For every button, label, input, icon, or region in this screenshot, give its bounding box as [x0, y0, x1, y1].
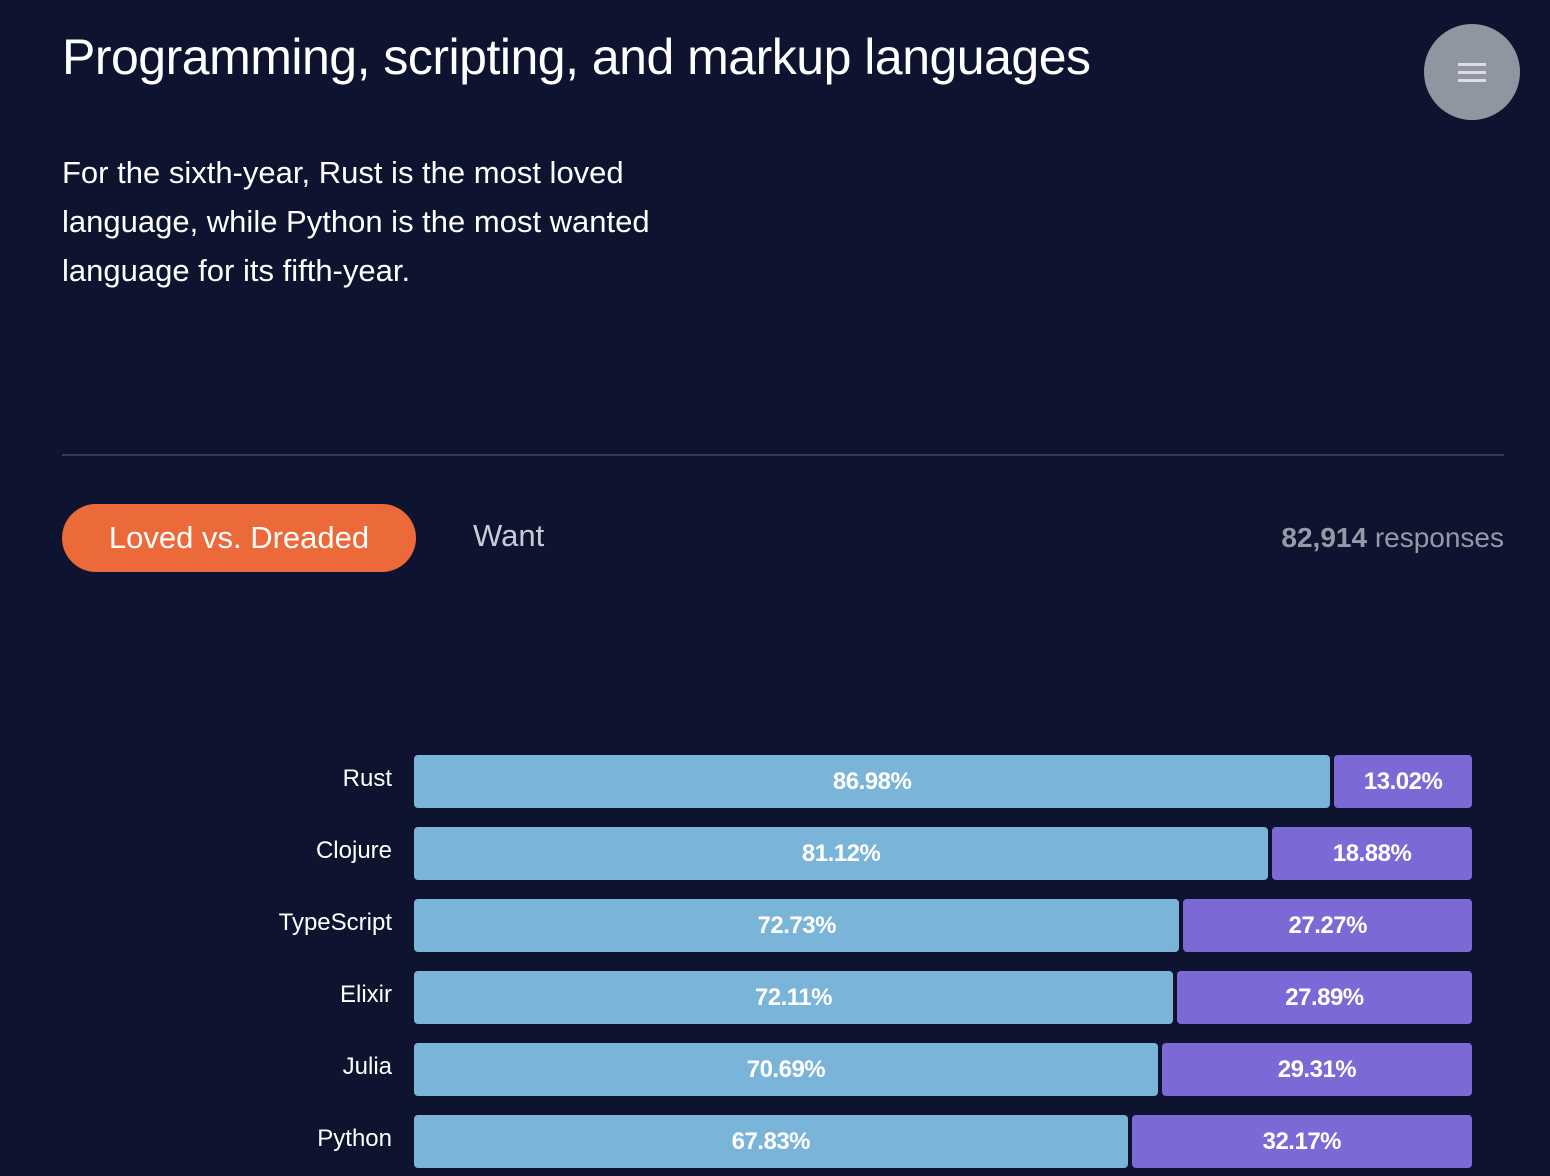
- page-title: Programming, scripting, and markup langu…: [62, 29, 1091, 85]
- bar-dreaded[interactable]: 18.88%: [1272, 827, 1472, 880]
- description: For the sixth-year, Rust is the most lov…: [62, 155, 650, 288]
- tab-loved-vs-dreaded[interactable]: Loved vs. Dreaded: [62, 504, 416, 572]
- chart-row: Python 67.83% 32.17%: [0, 1115, 1550, 1168]
- bar-loved[interactable]: 72.11%: [414, 971, 1173, 1024]
- chart-row: TypeScript 72.73% 27.27%: [0, 899, 1550, 952]
- bar-dreaded[interactable]: 29.31%: [1161, 1043, 1472, 1096]
- response-count: 82,914 responses: [1281, 522, 1504, 554]
- response-label: responses: [1374, 522, 1504, 553]
- category-label: Clojure: [315, 837, 392, 864]
- chart-row: Clojure 81.12% 18.88%: [0, 827, 1550, 880]
- response-number: 82,914: [1281, 522, 1368, 553]
- bar-loved[interactable]: 72.73%: [414, 899, 1180, 952]
- bar-loved[interactable]: 86.98%: [414, 755, 1331, 808]
- chart-row: Julia 70.69% 29.31%: [0, 1043, 1550, 1096]
- category-label: Python: [317, 1125, 392, 1152]
- chart-row: Rust 86.98% 13.02%: [0, 755, 1550, 808]
- bar-loved[interactable]: 70.69%: [414, 1043, 1158, 1096]
- bar-loved[interactable]: 67.83%: [414, 1115, 1128, 1168]
- category-label: Julia: [342, 1053, 392, 1080]
- bar-dreaded[interactable]: 27.27%: [1183, 899, 1472, 952]
- divider: [62, 454, 1504, 456]
- menu-button[interactable]: [1424, 24, 1520, 120]
- tab-want[interactable]: Want: [473, 518, 545, 553]
- bar-dreaded[interactable]: 13.02%: [1334, 755, 1472, 808]
- bar-loved[interactable]: 81.12%: [414, 827, 1269, 880]
- hamburger-menu-icon: [1458, 58, 1486, 87]
- category-label: TypeScript: [278, 909, 392, 936]
- chart-row: Elixir 72.11% 27.89%: [0, 971, 1550, 1024]
- category-label: Rust: [342, 765, 392, 792]
- bar-dreaded[interactable]: 32.17%: [1131, 1115, 1472, 1168]
- bar-dreaded[interactable]: 27.89%: [1176, 971, 1472, 1024]
- category-label: Elixir: [340, 981, 392, 1008]
